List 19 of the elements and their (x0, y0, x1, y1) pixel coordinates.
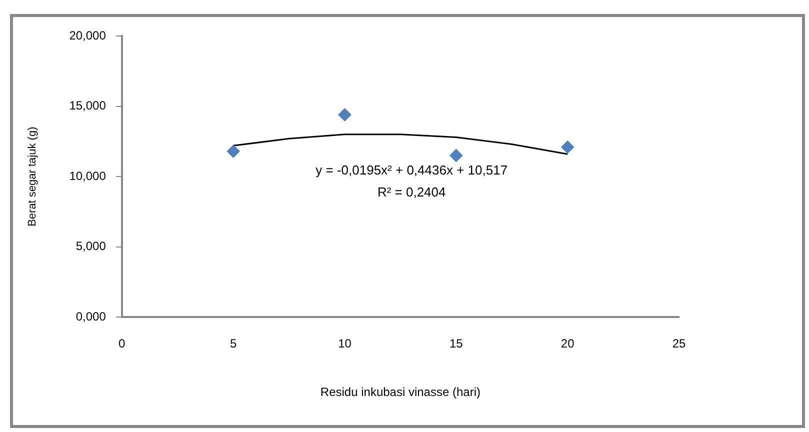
x-tick-label: 10 (338, 336, 352, 351)
y-tick-label: 0,000 (76, 310, 106, 324)
x-tick-label: 5 (230, 336, 237, 351)
point (226, 144, 240, 158)
y-tick-label: 5,000 (76, 239, 106, 254)
point (450, 149, 463, 162)
x-tick-label: 20 (560, 336, 575, 351)
y-tick-label: 10,000 (69, 168, 106, 183)
point (561, 140, 574, 154)
annotation: y = -0,0195x² + 0,4436x + 10,517 (316, 162, 508, 178)
x-tick-label: 25 (672, 336, 686, 351)
annotation: R² = 0,2404 (377, 184, 446, 200)
y-axis-title: Berat segar tajuk (g) (26, 126, 39, 226)
point (338, 108, 352, 122)
x-tick-label: 15 (449, 336, 464, 351)
y-tick-label: 20,000 (69, 28, 106, 42)
x-tick-label: 0 (118, 336, 126, 351)
x-axis-title: Residu inkubasi vinasse (hari) (320, 385, 480, 400)
y-tick-label: 15,000 (69, 98, 106, 113)
